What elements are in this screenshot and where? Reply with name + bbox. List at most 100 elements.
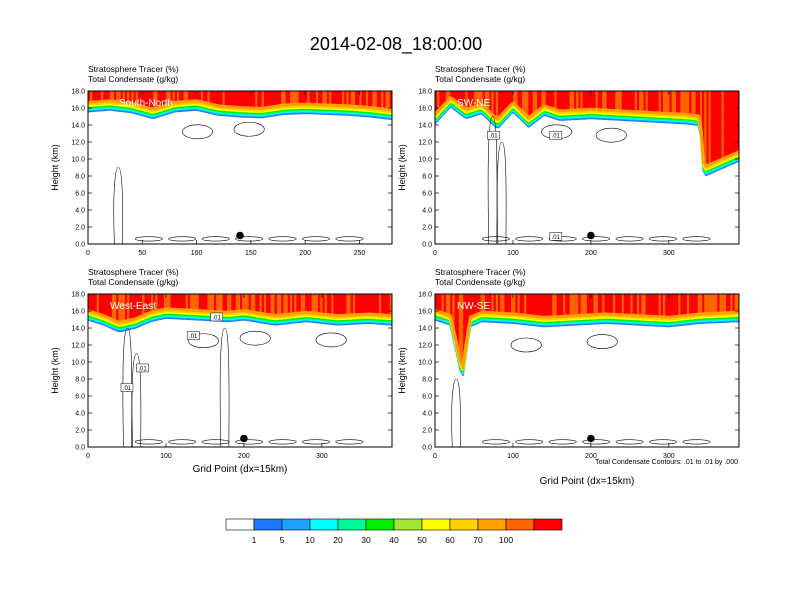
tracer-column — [500, 91, 503, 117]
tracer-column — [344, 91, 347, 108]
tracer-band — [88, 309, 392, 326]
tracer-column — [124, 91, 128, 104]
condensate-contour — [168, 439, 197, 445]
tracer-column — [589, 294, 592, 317]
plot-frame — [87, 90, 393, 245]
tracer-column — [309, 294, 313, 315]
tracer-column — [244, 91, 248, 110]
tracer-column — [491, 294, 495, 315]
condensate-contour — [615, 236, 644, 242]
tracer-column — [368, 91, 371, 109]
tracer-column — [634, 91, 638, 114]
tracer-column — [597, 294, 601, 316]
tracer-column — [591, 294, 595, 317]
condensate-contour — [586, 334, 618, 349]
condensate-contour — [548, 439, 577, 445]
y-tick-label: 4.0 — [422, 208, 432, 215]
tracer-column — [545, 294, 549, 319]
y-axis-label: Height (km) — [397, 144, 407, 191]
tracer-column — [331, 294, 334, 317]
x-tick-label: 250 — [354, 250, 366, 257]
tracer-column — [103, 294, 106, 318]
x-tick-label: 0 — [433, 453, 437, 460]
panel-header-tracer: Stratosphere Tracer (%) — [88, 267, 179, 277]
tracer-column — [226, 91, 230, 108]
y-tick-label: 2.0 — [422, 225, 432, 232]
tracer-column — [168, 294, 172, 311]
y-tick-label: 4.0 — [422, 411, 432, 418]
tracer-column — [253, 91, 256, 110]
condensate-contour — [335, 236, 364, 242]
tracer-column — [246, 91, 250, 110]
tracer-column — [541, 294, 545, 319]
tracer-column — [695, 294, 699, 316]
tracer-column — [148, 294, 152, 314]
tracer-band — [435, 309, 739, 371]
tracer-column — [296, 91, 300, 106]
tracer-column — [164, 91, 167, 107]
x-tick-label: 200 — [585, 250, 597, 257]
footnote: Total Condensate Contours: .01 to .01 by… — [595, 459, 738, 466]
tracer-column — [174, 91, 178, 104]
tracer-column — [348, 294, 352, 317]
tracer-column — [554, 91, 558, 111]
y-tick-label: 16.0 — [71, 309, 85, 316]
tracer-column — [90, 91, 93, 104]
tracer-column — [589, 91, 592, 111]
tracer-column — [506, 294, 510, 315]
tracer-column — [159, 91, 163, 109]
condensate-contour — [451, 378, 461, 447]
tracer-column — [316, 294, 319, 315]
tracer-column — [322, 294, 326, 316]
y-tick-label: 8.0 — [75, 377, 85, 384]
tracer-column — [484, 294, 488, 314]
colorbar-swatch — [533, 518, 563, 531]
tracer-column — [465, 91, 469, 111]
contour-label-box — [487, 130, 500, 140]
condensate-contour — [181, 124, 213, 140]
tracer-column — [552, 91, 556, 111]
panel-header-condensate: Total Condensate (g/kg) — [88, 277, 178, 287]
tracer-column — [565, 91, 569, 112]
tracer-column — [484, 91, 488, 110]
tracer-column — [439, 294, 443, 314]
tracer-column — [504, 294, 508, 315]
tracer-column — [233, 294, 237, 313]
tracer-column — [519, 91, 523, 112]
tracer-column — [144, 294, 148, 316]
tracer-column — [355, 294, 358, 316]
condensate-contour — [615, 439, 644, 445]
tracer-column — [98, 294, 102, 316]
tracer-column — [717, 91, 721, 163]
tracer-column — [482, 91, 486, 108]
tracer-column — [636, 91, 640, 114]
tracer-column — [613, 294, 616, 316]
tracer-column — [355, 91, 358, 108]
tracer-column — [129, 294, 133, 322]
tracer-column — [636, 294, 640, 317]
tracer-column — [480, 91, 484, 106]
tracer-column — [606, 91, 610, 112]
tracer-column — [532, 294, 536, 318]
y-tick-label: 0.0 — [75, 445, 85, 452]
tracer-column — [127, 294, 130, 322]
tracer-column — [702, 91, 705, 159]
tracer-column — [691, 91, 694, 117]
panel-name: NW-SE — [457, 301, 490, 312]
tracer-column — [580, 294, 584, 317]
tracer-column — [296, 294, 300, 315]
tracer-column — [346, 294, 350, 317]
tracer-column — [543, 91, 547, 108]
contour-label: .01 — [138, 366, 147, 372]
tracer-column — [497, 294, 501, 315]
tracer-column — [615, 91, 618, 112]
tracer-column — [120, 294, 124, 324]
tracer-column — [541, 91, 545, 109]
panel-header-tracer: Stratosphere Tracer (%) — [435, 267, 526, 277]
tracer-column — [142, 294, 146, 317]
contour-label: .01 — [212, 315, 221, 321]
tracer-column — [587, 91, 590, 111]
panel-header-tracer: Stratosphere Tracer (%) — [435, 64, 526, 74]
tracer-column — [255, 294, 258, 314]
tracer-column — [216, 294, 219, 313]
